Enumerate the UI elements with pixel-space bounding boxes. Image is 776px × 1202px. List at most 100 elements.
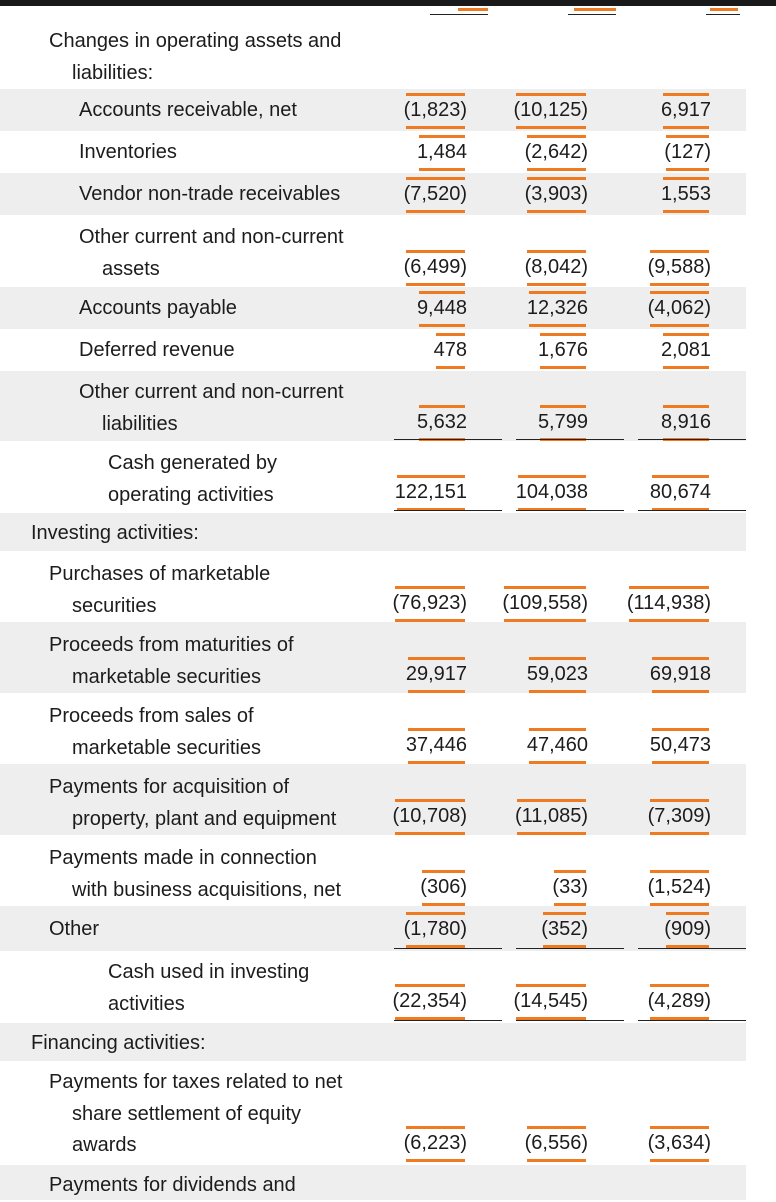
- value-col3: (3,634): [648, 1126, 711, 1161]
- table-row: Vendor non-trade receivables (7,520) (3,…: [0, 173, 746, 215]
- total-rule: [516, 1020, 624, 1021]
- subtotal-rule: [394, 948, 502, 949]
- subtotal-rule: [394, 439, 502, 440]
- total-rule: [638, 510, 746, 511]
- value-col1: 29,917: [406, 657, 467, 692]
- table-row: Inventories 1,484 (2,642) (127): [0, 131, 746, 173]
- value-col3: 2,081: [661, 333, 711, 368]
- value-col1: (1,823): [404, 93, 467, 128]
- value-col1: (22,354): [393, 984, 467, 1019]
- row-label: Payments for dividends and: [49, 1174, 296, 1196]
- value-col2: (352): [541, 912, 588, 947]
- value-col1: 1,484: [417, 135, 467, 170]
- table-row: Payments for taxes related to net share s…: [0, 1061, 746, 1165]
- subtotal-rule: [516, 439, 624, 440]
- clipped-value-col1: [424, 6, 496, 18]
- value-col3: (127): [664, 135, 711, 170]
- investing-header: Investing activities:: [0, 513, 746, 551]
- financing-header: Financing activities:: [0, 1023, 746, 1061]
- value-col1: (6,223): [404, 1126, 467, 1161]
- clipped-value-col3: [666, 6, 740, 18]
- table-row: Other (1,780) (352) (909): [0, 906, 746, 951]
- value-col2: 104,038: [516, 475, 588, 510]
- table-row: Accounts payable 9,448 12,326 (4,062): [0, 287, 746, 329]
- table-row: Deferred revenue 478 1,676 2,081: [0, 329, 746, 371]
- value-col2: (33): [552, 870, 588, 905]
- value-col1: 478: [434, 333, 467, 368]
- value-col3: (114,938): [627, 586, 711, 621]
- value-col3: (7,309): [648, 799, 711, 834]
- value-col2: (3,903): [525, 177, 588, 212]
- value-col3: 6,917: [661, 93, 711, 128]
- row-label: Vendor non-trade receivables: [79, 183, 341, 205]
- value-col2: (11,085): [515, 799, 588, 834]
- total-rule: [516, 510, 624, 511]
- subtotal-rule: [638, 948, 746, 949]
- table-row: Payments made in connection with business…: [0, 835, 746, 906]
- value-col2: (109,558): [502, 586, 588, 621]
- row-label: Cash used in investing activities: [108, 961, 310, 1015]
- value-col3: (4,289): [648, 984, 711, 1019]
- row-label: Payments made in connection with business…: [49, 847, 342, 901]
- value-col3: (1,524): [648, 870, 711, 905]
- row-label: Payments for acquisition of property, pla…: [49, 776, 337, 830]
- value-col3: (4,062): [648, 291, 711, 326]
- value-col1: 37,446: [406, 728, 467, 763]
- section-label: Financing activities:: [31, 1032, 206, 1054]
- value-col1: (6,499): [404, 250, 467, 285]
- value-col3: (909): [664, 912, 711, 947]
- operating-changes-header: Changes in operating assets and liabiliti…: [0, 26, 746, 89]
- value-col2: 12,326: [527, 291, 588, 326]
- table-row: Accounts receivable, net (1,823) (10,125…: [0, 89, 746, 131]
- value-col1: 5,632: [417, 405, 467, 440]
- value-col1: (7,520): [404, 177, 467, 212]
- value-col1: (10,708): [393, 799, 467, 834]
- top-status-bar: [0, 0, 776, 6]
- investing-total-row: Cash used in investing activities (22,354…: [0, 951, 746, 1021]
- row-label: Proceeds from maturities of marketable se…: [49, 634, 294, 688]
- total-rule: [638, 1020, 746, 1021]
- value-col1: (76,923): [393, 586, 467, 621]
- value-col3: 1,553: [661, 177, 711, 212]
- subtotal-rule: [516, 948, 624, 949]
- value-col2: (10,125): [514, 93, 588, 128]
- table-row: Other current and non-current assets (6,4…: [0, 215, 746, 287]
- value-col2: (8,042): [525, 250, 588, 285]
- value-col2: 47,460: [527, 728, 588, 763]
- value-col3: 8,916: [661, 405, 711, 440]
- section-label: Changes in operating assets and liabiliti…: [49, 30, 342, 84]
- value-col1: (306): [420, 870, 467, 905]
- clipped-value-col2: [546, 6, 618, 18]
- row-label: Accounts receivable, net: [79, 99, 297, 121]
- value-col2: (14,545): [514, 984, 588, 1019]
- table-row: Proceeds from sales of marketable securit…: [0, 693, 746, 764]
- subtotal-rule: [638, 439, 746, 440]
- table-row: Payments for dividends and: [0, 1165, 746, 1200]
- value-col1: (1,780): [404, 912, 467, 947]
- value-col3: 69,918: [650, 657, 711, 692]
- row-label: Payments for taxes related to net share s…: [49, 1071, 343, 1156]
- value-col3: 80,674: [650, 475, 711, 510]
- value-col1: 122,151: [395, 475, 467, 510]
- section-label: Investing activities:: [31, 522, 199, 544]
- value-col2: 59,023: [527, 657, 588, 692]
- value-col2: (2,642): [525, 135, 588, 170]
- value-col3: (9,588): [648, 250, 711, 285]
- table-row: Payments for acquisition of property, pla…: [0, 764, 746, 835]
- row-label: Other current and non-current liabilities: [79, 381, 344, 435]
- value-col2: 1,676: [538, 333, 588, 368]
- value-col2: 5,799: [538, 405, 588, 440]
- table-row: Other current and non-current liabilities…: [0, 371, 746, 441]
- row-label: Inventories: [79, 141, 177, 163]
- total-rule: [394, 510, 502, 511]
- row-label: Deferred revenue: [79, 339, 235, 361]
- row-label: Proceeds from sales of marketable securit…: [49, 705, 261, 759]
- operating-total-row: Cash generated by operating activities 12…: [0, 441, 746, 511]
- total-rule: [394, 1020, 502, 1021]
- row-label: Purchases of marketable securities: [49, 563, 271, 617]
- value-col3: 50,473: [650, 728, 711, 763]
- table-row: Proceeds from maturities of marketable se…: [0, 622, 746, 693]
- value-col1: 9,448: [417, 291, 467, 326]
- row-label: Cash generated by operating activities: [108, 452, 278, 506]
- row-label: Other current and non-current assets: [79, 226, 344, 280]
